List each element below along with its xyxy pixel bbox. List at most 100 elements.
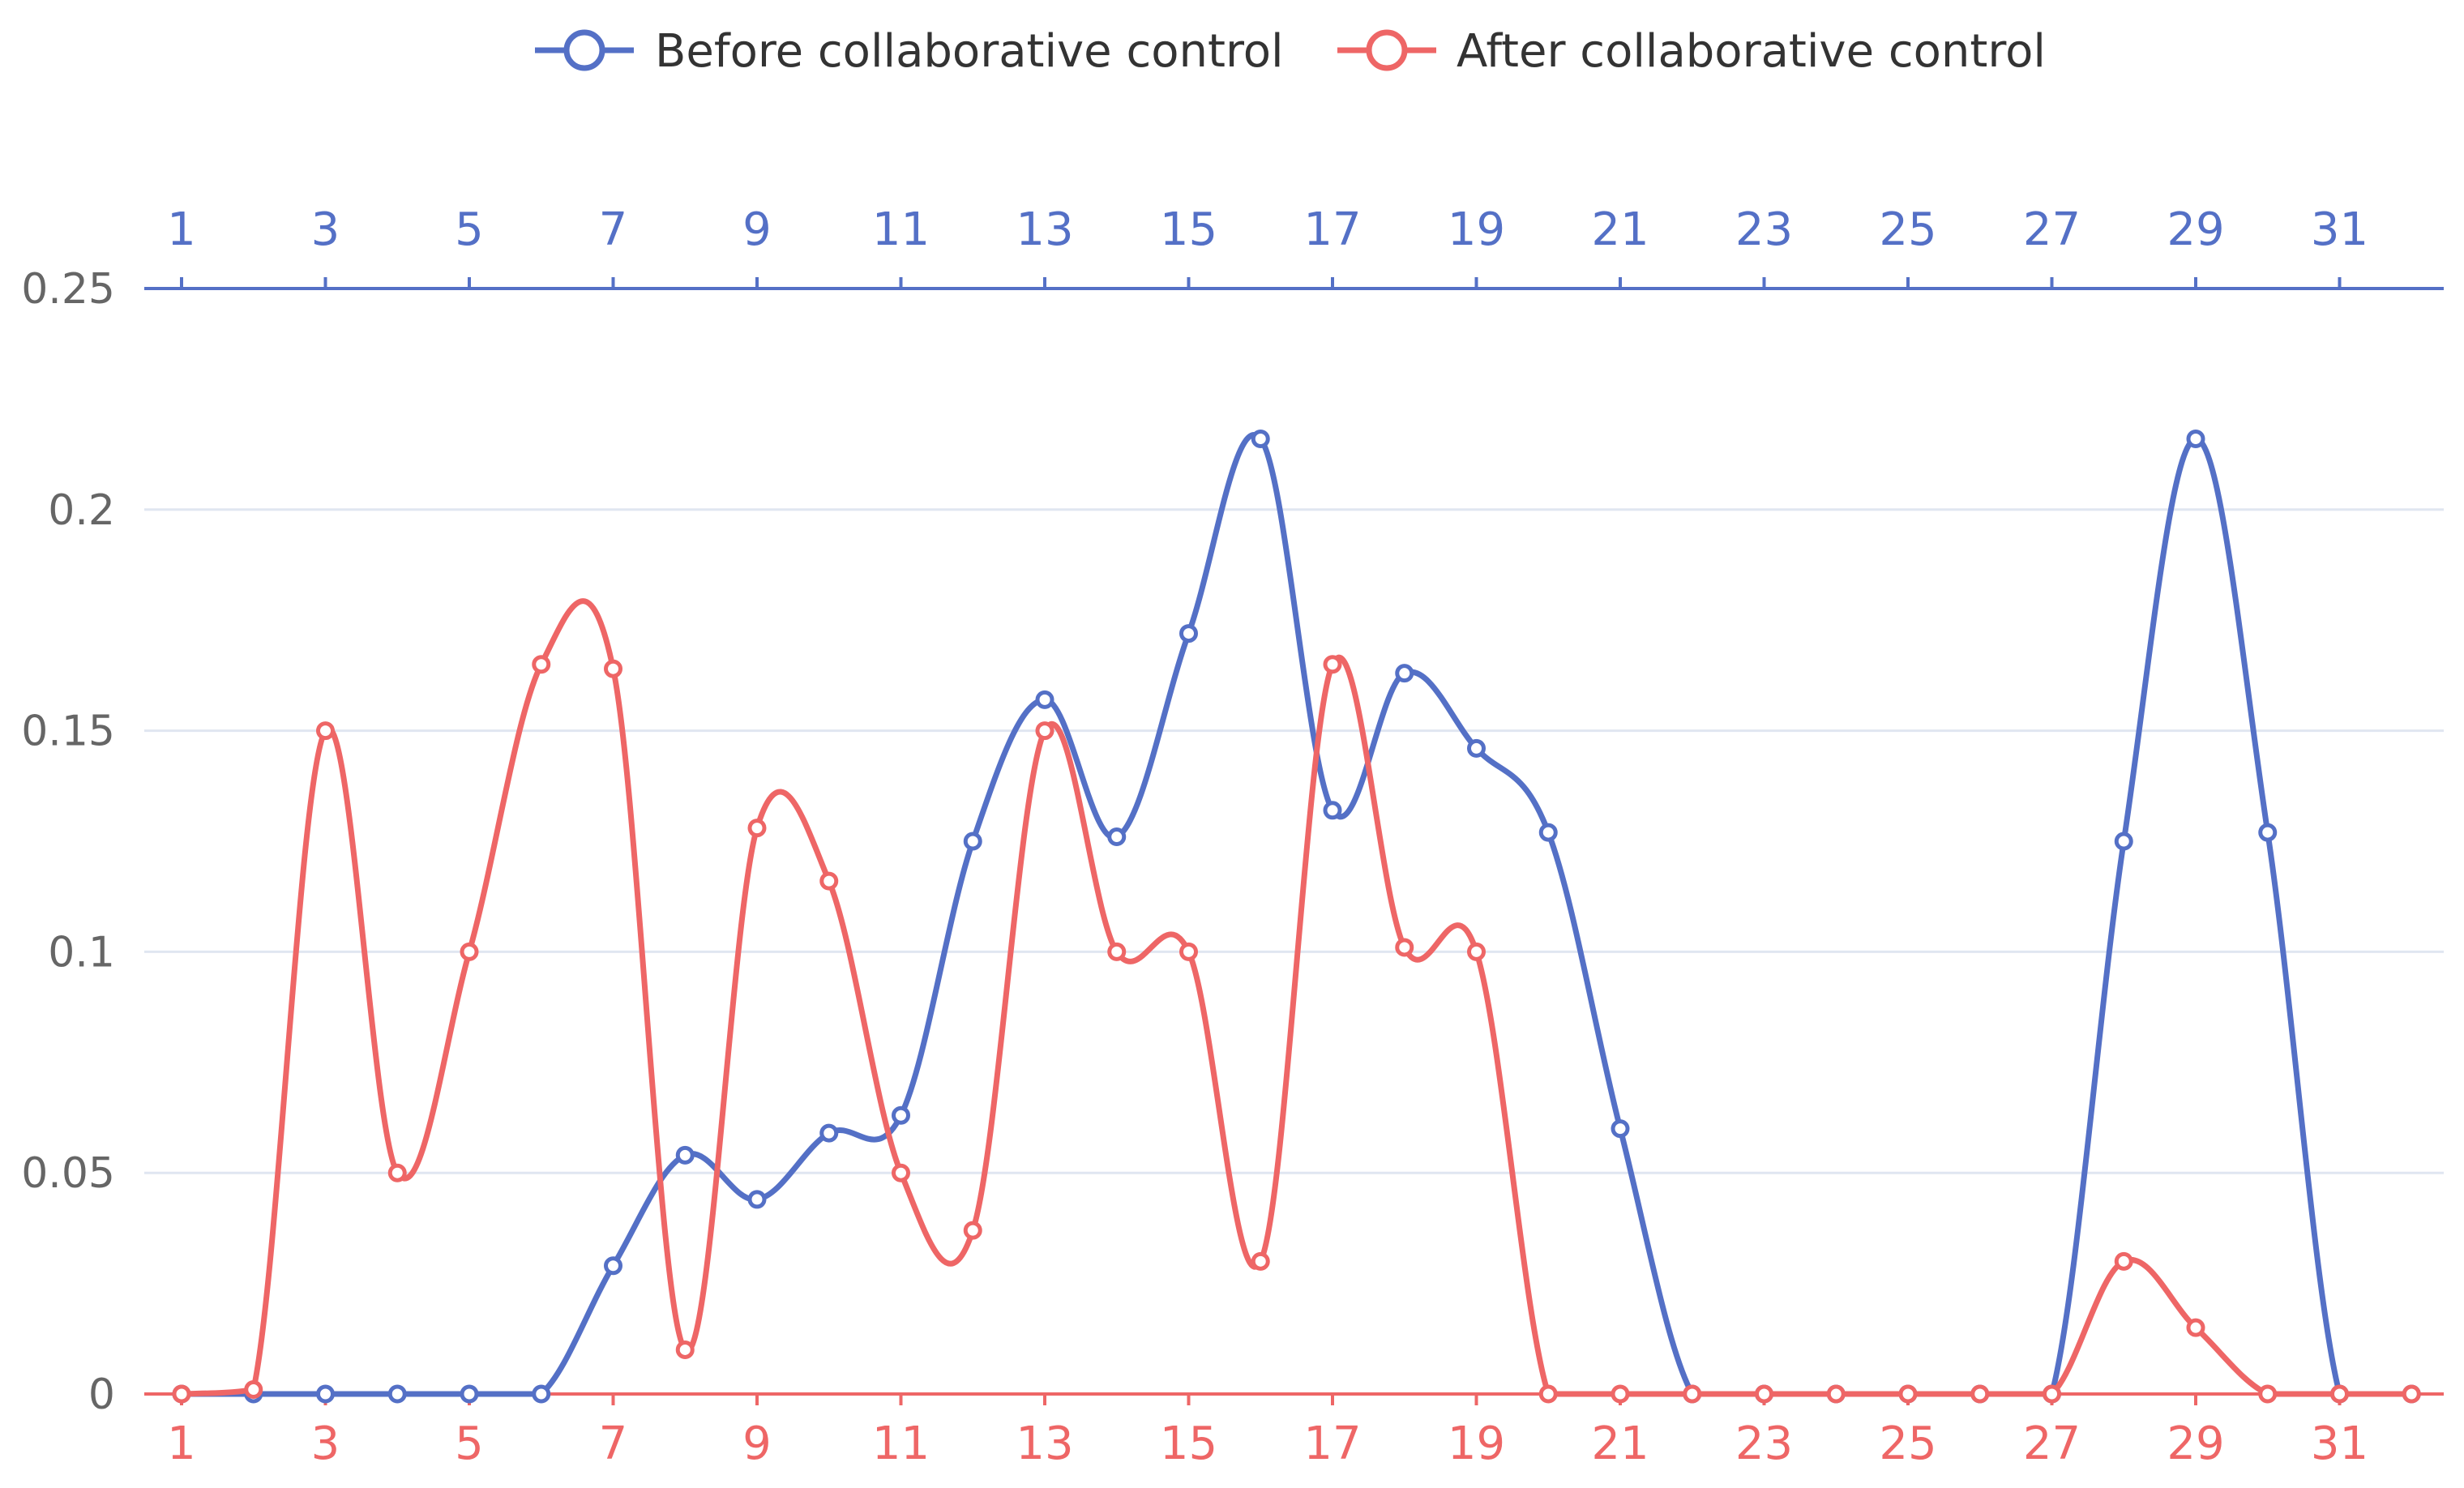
- y-axis: 0 0.05 0.1 0.15 0.2 0.25: [21, 265, 115, 1419]
- data-point-before: [1323, 801, 1342, 820]
- data-point-after: [2043, 1384, 2061, 1404]
- data-point-after: [1395, 938, 1414, 957]
- x-bottom-tick-label: 11: [872, 1417, 930, 1470]
- x-top-tick-label: 5: [455, 203, 484, 256]
- legend-item-before[interactable]: Before collaborative control: [535, 25, 1284, 78]
- data-point-after: [1538, 1384, 1558, 1404]
- data-point-after: [604, 659, 622, 678]
- x-bottom-tick-label: 15: [1160, 1417, 1217, 1470]
- data-point-after: [1107, 942, 1127, 961]
- legend-swatch-marker: [563, 29, 605, 71]
- data-point-after: [1683, 1384, 1702, 1404]
- x-bottom-tick-label: 5: [455, 1417, 484, 1470]
- data-point-after: [244, 1380, 263, 1400]
- data-point-before: [892, 1105, 910, 1125]
- data-point-before: [1611, 1119, 1630, 1139]
- y-tick-label: 0.2: [48, 486, 115, 535]
- data-point-after: [1179, 942, 1198, 961]
- x-bottom-tick-label: 3: [311, 1417, 340, 1470]
- x-top-tick-label: 3: [311, 203, 340, 256]
- data-point-after: [1035, 721, 1054, 741]
- data-point-after: [2330, 1384, 2349, 1404]
- data-point-before: [2186, 430, 2205, 449]
- x-top-tick-label: 9: [742, 203, 772, 256]
- data-point-after: [2402, 1384, 2421, 1404]
- data-point-before: [532, 1384, 551, 1404]
- data-point-after: [1467, 942, 1486, 961]
- data-point-after: [1251, 1251, 1270, 1271]
- x-bottom-tick-label: 1: [167, 1417, 196, 1470]
- data-point-after: [1755, 1384, 1773, 1404]
- data-point-after: [2258, 1384, 2278, 1404]
- data-point-after: [316, 721, 335, 741]
- x-bottom-tick-label: 31: [2311, 1417, 2368, 1470]
- data-point-after: [387, 1163, 407, 1182]
- data-point-before: [1179, 624, 1198, 644]
- x-bottom-tick-label: 17: [1303, 1417, 1361, 1470]
- legend-item-after[interactable]: After collaborative control: [1337, 25, 2046, 78]
- data-point-before: [1251, 430, 1270, 449]
- data-point-after: [2186, 1318, 2205, 1337]
- x-top-tick-label: 17: [1303, 203, 1361, 256]
- x-bottom-tick-label: 19: [1448, 1417, 1505, 1470]
- x-top-tick-label: 23: [1735, 203, 1793, 256]
- x-axis-top: 1 3 5 7 9 11 13 15 17 19 21 23 25 27 29 31: [144, 203, 2444, 290]
- data-point-after: [747, 819, 767, 838]
- x-axis-bottom: 1 3 5 7 9 11 13 15 17 19 21 23 25 27 29 31: [144, 1392, 2444, 1470]
- x-bottom-tick-label: 9: [742, 1417, 772, 1470]
- data-point-before: [1395, 664, 1414, 683]
- data-point-before: [819, 1123, 839, 1143]
- data-point-after: [892, 1163, 910, 1182]
- x-bottom-tick-label: 25: [1879, 1417, 1936, 1470]
- data-point-after: [1611, 1384, 1630, 1404]
- series-line-before: [182, 432, 2412, 1397]
- data-point-after: [1826, 1384, 1846, 1404]
- data-point-before: [1467, 738, 1486, 758]
- data-point-after: [819, 871, 839, 891]
- data-point-after: [2114, 1251, 2133, 1271]
- y-tick-label: 0.1: [48, 928, 115, 977]
- x-bottom-tick-label: 13: [1016, 1417, 1073, 1470]
- data-point-after: [963, 1221, 982, 1240]
- data-point-before: [316, 1384, 335, 1404]
- x-top-tick-label: 29: [2167, 203, 2224, 256]
- data-point-before: [1538, 823, 1558, 842]
- legend-label: After collaborative control: [1457, 25, 2046, 78]
- series-line-after: [181, 598, 2412, 1397]
- x-top-tick-label: 1: [167, 203, 196, 256]
- data-point-before: [2114, 832, 2133, 851]
- x-bottom-tick-label: 23: [1735, 1417, 1793, 1470]
- data-point-after: [532, 655, 551, 674]
- y-tick-label: 0.15: [21, 708, 115, 756]
- data-point-before: [387, 1384, 407, 1404]
- x-bottom-tick-label: 29: [2167, 1417, 2224, 1470]
- data-point-before: [2258, 823, 2278, 842]
- x-bottom-tick-label: 27: [2023, 1417, 2081, 1470]
- data-point-after: [460, 942, 479, 961]
- x-top-tick-label: 19: [1448, 203, 1505, 256]
- x-top-tick-label: 7: [599, 203, 628, 256]
- data-point-after: [675, 1340, 695, 1359]
- data-point-before: [1107, 827, 1127, 847]
- legend[interactable]: Before collaborative control After collab…: [535, 25, 2046, 78]
- data-point-before: [460, 1384, 479, 1404]
- data-point-after: [1898, 1384, 1918, 1404]
- legend-label: Before collaborative control: [655, 25, 1284, 78]
- x-top-tick-label: 25: [1879, 203, 1936, 256]
- x-top-tick-label: 11: [872, 203, 930, 256]
- y-tick-label: 0.25: [21, 265, 115, 314]
- legend-swatch-marker: [1366, 29, 1408, 71]
- data-point-before: [604, 1256, 622, 1276]
- y-tick-label: 0: [88, 1370, 115, 1419]
- data-point-before: [675, 1145, 695, 1165]
- x-top-tick-label: 21: [1591, 203, 1649, 256]
- y-tick-label: 0.05: [21, 1149, 115, 1198]
- x-top-tick-label: 27: [2023, 203, 2081, 256]
- x-top-tick-label: 13: [1016, 203, 1073, 256]
- data-point-before: [963, 832, 982, 851]
- data-point-after: [172, 1384, 191, 1404]
- data-point-before: [747, 1190, 767, 1209]
- data-point-before: [1035, 690, 1054, 709]
- x-bottom-tick-label: 21: [1591, 1417, 1649, 1470]
